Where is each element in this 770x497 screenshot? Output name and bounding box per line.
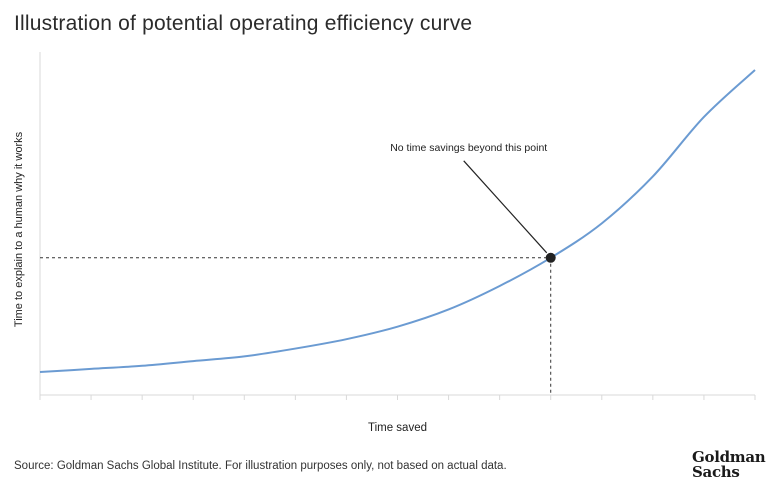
logo-line-2: Sachs <box>692 463 740 481</box>
efficiency-curve <box>39 69 756 374</box>
chart-title: Illustration of potential operating effi… <box>14 12 473 35</box>
highlight-point-marker <box>545 252 556 263</box>
highlight-annotation: No time savings beyond this point <box>390 142 547 154</box>
annotation-leader-line <box>463 160 548 254</box>
x-axis-ticks <box>39 395 756 400</box>
y-axis-label: Time to explain to a human why it works <box>13 131 25 327</box>
x-axis-label: Time saved <box>368 422 427 434</box>
goldman-sachs-logo: Goldman Sachs <box>692 448 766 481</box>
source-note: Source: Goldman Sachs Global Institute. … <box>14 460 507 472</box>
chart: No time savings beyond this point Time s… <box>13 52 756 434</box>
logo-line-1: Goldman <box>692 448 766 466</box>
